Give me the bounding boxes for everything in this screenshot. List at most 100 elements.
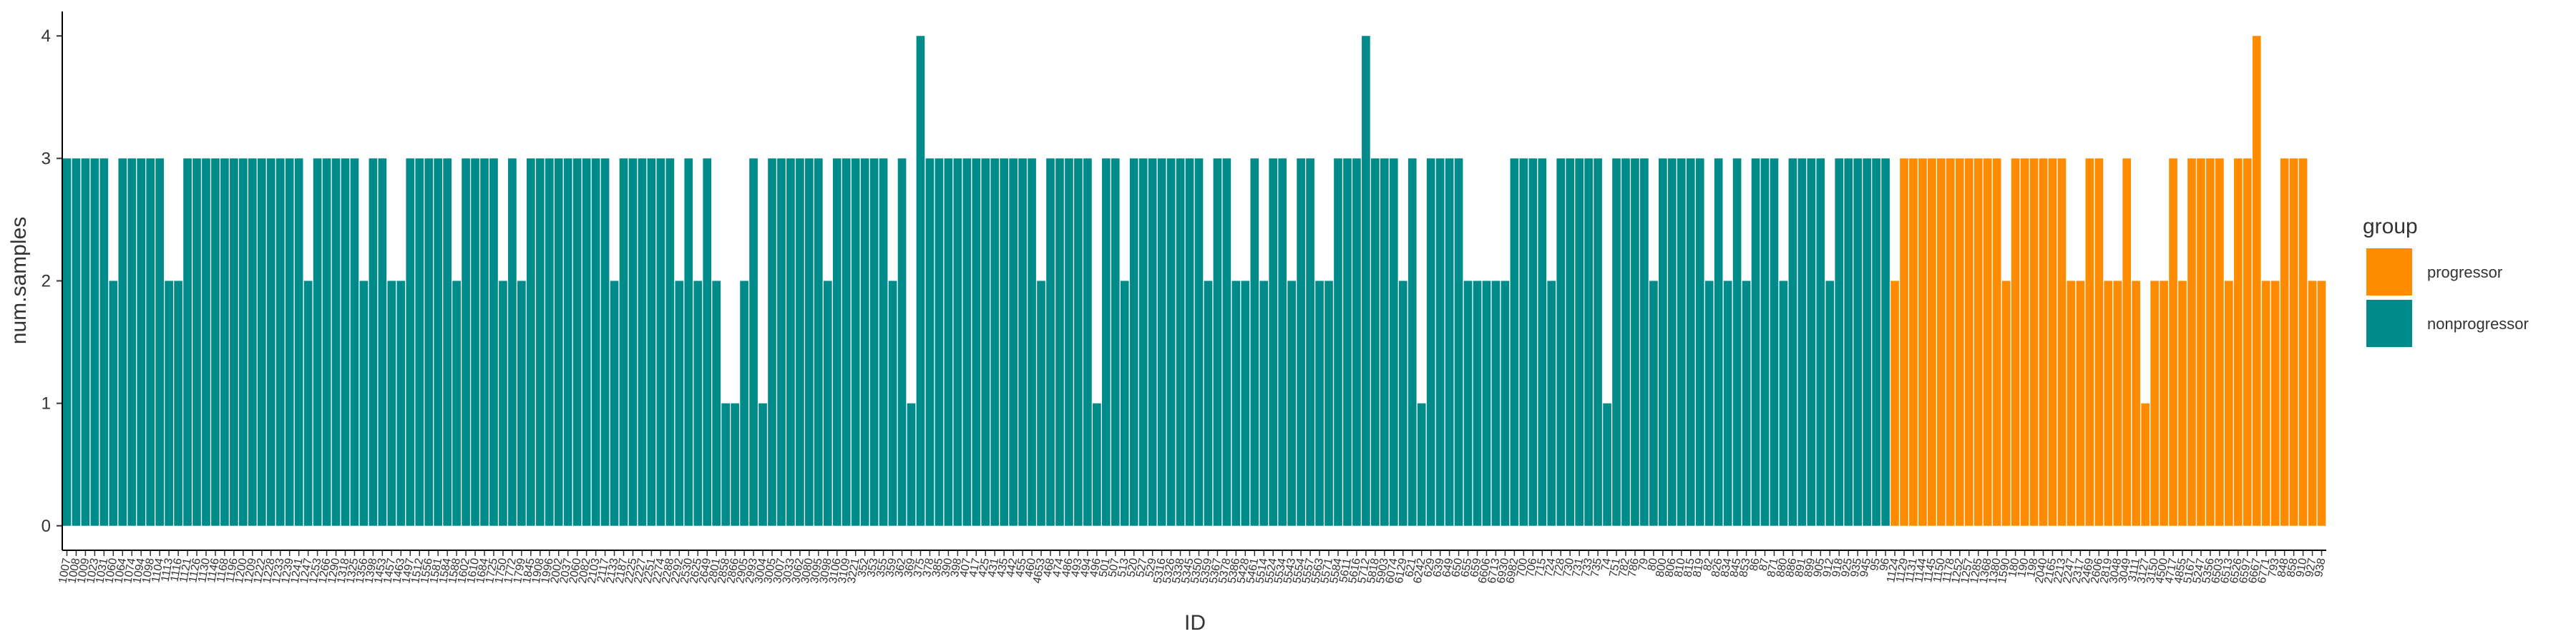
x-tick-label: 1239 <box>280 557 296 585</box>
bar <box>2270 280 2280 526</box>
x-tick-label: 3150 <box>2145 557 2161 585</box>
bar <box>1946 158 1955 526</box>
x-tick-label: 2213 <box>2051 557 2068 585</box>
bar <box>1046 158 1055 526</box>
x-tick-label: 4717 <box>2163 557 2180 585</box>
bar <box>944 158 953 526</box>
x-tick-label: 927 <box>2303 557 2318 578</box>
x-tick-label: 82 <box>1702 557 1716 572</box>
bar <box>2020 158 2029 526</box>
bar <box>1138 158 1148 526</box>
bar <box>814 158 823 526</box>
bar <box>2243 158 2252 526</box>
x-tick-label: 1602 <box>456 557 472 585</box>
x-tick-label: 527 <box>1134 557 1149 578</box>
bar <box>99 158 109 526</box>
bar <box>1324 280 1333 526</box>
bar <box>202 158 210 526</box>
bar <box>1788 158 1797 526</box>
x-tick-label: 442 <box>1005 557 1020 578</box>
bar <box>897 158 907 526</box>
x-tick-label: 398 <box>949 557 964 578</box>
x-tick-label: 3127 <box>2135 557 2152 585</box>
x-tick-label: 5616 <box>1347 557 1363 585</box>
bar <box>1407 158 1417 526</box>
x-tick-label: 3080 <box>799 557 816 585</box>
x-tick-label: 1233 <box>270 557 287 585</box>
x-tick-label: 2530 <box>678 557 695 585</box>
x-tick-label: 1684 <box>474 557 491 585</box>
x-tick-label: 529 <box>1143 557 1158 578</box>
x-tick-label: 1356 <box>353 557 370 585</box>
bar <box>2067 280 2076 526</box>
bar <box>582 158 591 526</box>
x-tick-label: 5571 <box>1319 557 1335 585</box>
y-tick-label: 0 <box>42 517 51 536</box>
bar <box>1166 158 1176 526</box>
x-tick-label: 362 <box>893 557 908 578</box>
bar <box>1129 158 1138 526</box>
x-axis-title: ID <box>1184 611 1206 635</box>
x-tick-label: 845 <box>1728 557 1743 578</box>
x-tick-label: 435 <box>995 557 1010 578</box>
x-tick-label: 1150 <box>1931 557 1948 584</box>
x-tick-label: 912 <box>1821 557 1836 578</box>
x-tick-label: 80 <box>1646 557 1660 572</box>
x-tick-label: 2993 <box>743 557 760 585</box>
x-tick-label: 468 <box>1042 557 1057 578</box>
y-axis-title: num.samples <box>7 217 31 344</box>
x-tick-label: 815 <box>1682 557 1697 578</box>
x-tick-label: 649 <box>1440 557 1455 578</box>
bar <box>619 158 628 526</box>
bar <box>1631 158 1639 526</box>
bar <box>860 158 869 526</box>
bar <box>610 280 619 526</box>
bar <box>387 280 396 526</box>
bar <box>1612 158 1621 526</box>
bar <box>220 158 229 526</box>
bar <box>1120 280 1129 526</box>
bar <box>1018 158 1027 526</box>
bar <box>1287 280 1296 526</box>
x-tick-label: 1209 <box>243 557 259 585</box>
x-tick-label: 925 <box>1840 557 1855 578</box>
x-tick-label: 3049 <box>2117 557 2133 585</box>
bar <box>415 158 424 526</box>
x-tick-label: 494 <box>1078 557 1093 578</box>
x-tick-label: 1908 <box>530 557 547 585</box>
x-tick-label: 5611 <box>1337 557 1354 584</box>
bar <box>2029 158 2039 526</box>
bar <box>257 158 266 526</box>
x-tick-label: 501 <box>1097 557 1112 578</box>
x-tick-label: 724 <box>1543 557 1558 578</box>
bar <box>1974 158 1983 526</box>
x-tick-label: 3109 <box>836 557 853 585</box>
bar <box>434 158 443 526</box>
bar <box>1928 158 1936 526</box>
x-tick-label: 2227 <box>632 557 648 585</box>
bar <box>2011 158 2020 526</box>
x-tick-label: 5345 <box>1180 557 1196 585</box>
x-tick-label: 6982 <box>1504 557 1521 585</box>
x-tick-label: 6713 <box>1485 557 1502 585</box>
bar <box>1491 280 1501 526</box>
bar <box>684 158 693 526</box>
bar <box>2150 280 2159 526</box>
x-tick-label: 3004 <box>753 557 769 585</box>
x-tick-label: 1318 <box>336 557 352 585</box>
bar <box>1863 158 1871 526</box>
bar <box>656 158 665 526</box>
bar <box>155 158 164 526</box>
x-tick-label: 1380 <box>1987 557 2004 585</box>
x-tick-label: 1457 <box>381 557 398 585</box>
x-tick-label: 1129 <box>1894 557 1911 584</box>
x-tick-label: 2165 <box>2042 557 2059 585</box>
bar <box>1278 158 1287 526</box>
x-tick-label: 1588 <box>447 557 463 585</box>
bar <box>443 158 452 526</box>
bar <box>600 158 610 526</box>
x-tick-label: 1009 <box>75 557 92 585</box>
x-tick-label: 1131 <box>1903 557 1920 584</box>
x-tick-label: 6771 <box>2256 557 2273 585</box>
x-tick-label: 180 <box>2006 557 2021 578</box>
